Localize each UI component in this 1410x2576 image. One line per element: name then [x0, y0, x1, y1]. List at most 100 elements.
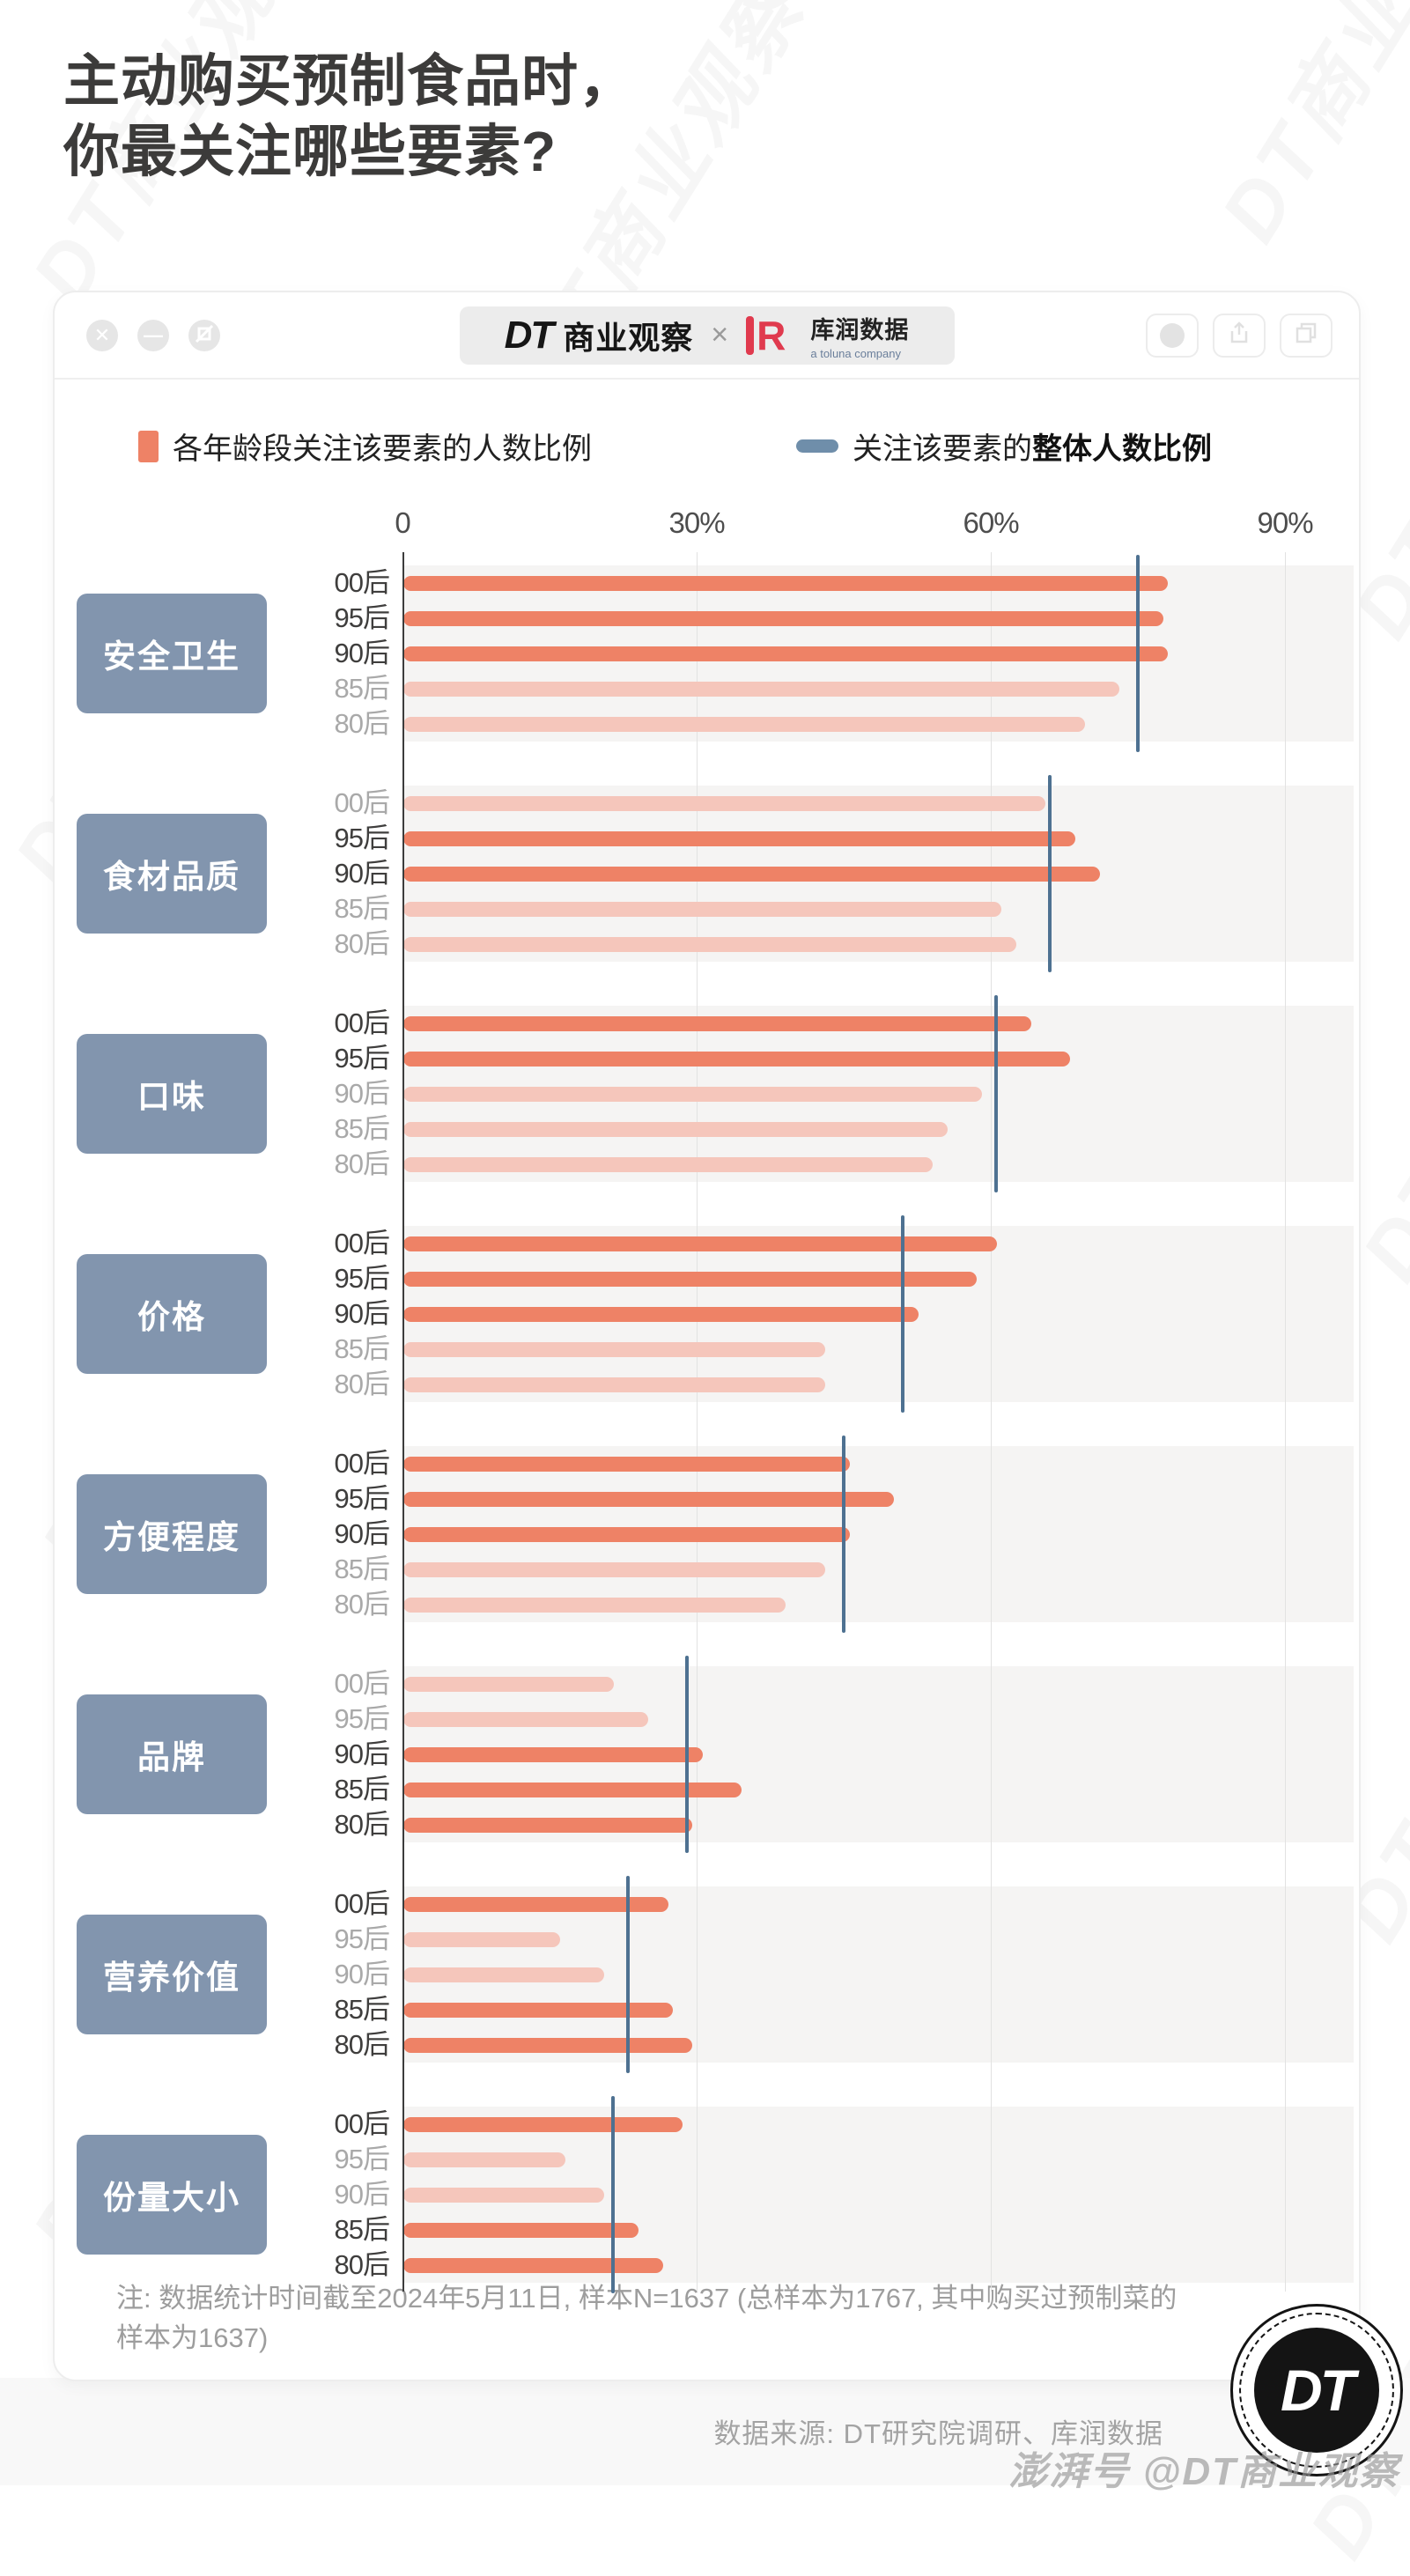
badge-dashed-ring [1239, 2313, 1394, 2468]
data-source-text: 数据来源: DT研究院调研、库润数据 [713, 2418, 1163, 2449]
value-bar [403, 611, 1163, 626]
value-bar [403, 1527, 850, 1542]
value-bar [403, 2258, 664, 2273]
value-bar [403, 646, 1169, 661]
overall-average-line [1047, 775, 1052, 972]
kurun-logo-icon: R [746, 315, 786, 356]
share-icon [1227, 321, 1251, 350]
page-title-line2: 你最关注哪些要素? [63, 120, 557, 183]
age-group-label: 90后 [334, 2179, 390, 2210]
value-bar [403, 902, 1002, 917]
category-label-box: 安全卫生 [77, 594, 267, 713]
value-bar [403, 1307, 919, 1322]
value-bar [403, 1492, 894, 1507]
age-group-label: 95后 [334, 823, 390, 853]
legend-item-overall-line: 关注该要素的整体人数比例 [796, 424, 1212, 468]
page-title-line1: 主动购买预制食品时， [63, 49, 636, 113]
value-bar [403, 1747, 703, 1762]
window-header: ✕ — DT 商业观察 × R [55, 292, 1359, 380]
age-group-label: 85后 [334, 1774, 390, 1805]
age-group-label: 85后 [334, 893, 390, 924]
value-bar [403, 1712, 649, 1727]
overall-average-line [611, 2096, 616, 2293]
value-bar [403, 1818, 693, 1833]
age-group-label: 95后 [334, 2144, 390, 2174]
value-bar [403, 2038, 693, 2053]
age-group-label: 00后 [334, 1008, 390, 1038]
chart-card: ✕ — DT 商业观察 × R [53, 291, 1361, 2381]
overall-average-line [684, 1656, 689, 1853]
value-bar [403, 1236, 997, 1251]
age-group-label: 95后 [334, 602, 390, 633]
legend-line-label: 关注该要素的整体人数比例 [853, 432, 1212, 466]
category-label-box: 价格 [77, 1254, 267, 1374]
legend-bar-swatch-icon [138, 430, 159, 462]
x-axis-ticks: 0 30% 60% 90% [55, 506, 1359, 543]
category-label-box: 食材品质 [77, 814, 267, 934]
window-action-buttons [1146, 313, 1332, 358]
screenshot-button[interactable] [188, 319, 220, 351]
slash-square-icon [195, 324, 214, 347]
overall-average-line [993, 995, 998, 1192]
value-bar [403, 1272, 978, 1287]
x-tick-label: 0 [395, 506, 410, 539]
legend-line-swatch-icon [796, 439, 838, 453]
copy-button[interactable] [1280, 313, 1332, 358]
value-bar [403, 1562, 825, 1577]
page-footer: 数据来源: DT研究院调研、库润数据 [0, 2378, 1410, 2485]
record-button[interactable] [1146, 313, 1199, 358]
share-button[interactable] [1213, 313, 1266, 358]
legend-bar-label: 各年龄段关注该要素的人数比例 [173, 432, 592, 466]
gridline [991, 552, 993, 2292]
overall-average-line [842, 1436, 846, 1633]
watermark-text: DT商业观察 [1204, 0, 1410, 257]
age-group-label: 00后 [334, 1668, 390, 1699]
value-bar [403, 2223, 639, 2238]
value-bar [403, 1783, 742, 1797]
kurun-logo-text: 库润数据 a toluna company [810, 311, 909, 360]
age-group-label: 00后 [334, 567, 390, 598]
partner-name: 库润数据 [810, 316, 910, 343]
age-group-label: 85后 [334, 673, 390, 704]
minimize-button[interactable]: — [137, 319, 169, 351]
dt-logo: DT [504, 313, 555, 357]
age-group-label: 00后 [334, 1228, 390, 1258]
value-bar [403, 1016, 1031, 1031]
window-controls: ✕ — [86, 319, 220, 351]
value-bar [403, 1122, 948, 1137]
value-bar [403, 1457, 850, 1472]
value-bar [403, 2188, 605, 2203]
age-group-label: 95后 [334, 1923, 390, 1954]
category-label-box: 营养价值 [77, 1915, 267, 2034]
age-group-label: 90后 [334, 1518, 390, 1549]
age-group-label: 00后 [334, 1448, 390, 1479]
footnote-line1: 注: 数据统计时间截至2024年5月11日, 样本N=1637 (总样本为176… [116, 2283, 1177, 2314]
value-bar [403, 1677, 615, 1692]
age-group-label: 00后 [334, 1888, 390, 1919]
value-bar [403, 1897, 668, 1912]
close-button[interactable]: ✕ [86, 319, 118, 351]
age-group-label: 85后 [334, 2214, 390, 2245]
age-group-label: 85后 [334, 1554, 390, 1584]
age-group-label: 80后 [334, 1369, 390, 1399]
value-bar [403, 1932, 561, 1947]
age-group-label: 80后 [334, 928, 390, 959]
age-group-label: 80后 [334, 708, 390, 739]
age-group-label: 80后 [334, 1589, 390, 1620]
chart-plot: 安全卫生 00后 95后 90后 85后 80后 食材品质 00后 95后 90后 85后 80后 口味… [55, 552, 1357, 2300]
age-group-label: 95后 [334, 1263, 390, 1294]
value-bar [403, 831, 1075, 846]
value-bar [403, 1377, 825, 1392]
age-group-label: 90后 [334, 638, 390, 668]
gridline [697, 552, 698, 2292]
value-bar [403, 576, 1169, 591]
collab-x-symbol: × [711, 318, 729, 351]
age-group-label: 80后 [334, 1809, 390, 1840]
badge-dt-monogram: DT [1254, 2328, 1379, 2453]
age-group-label: 85后 [334, 1994, 390, 2025]
category-label-box: 口味 [77, 1034, 267, 1154]
footnote-line2: 样本为1637) [116, 2321, 269, 2353]
age-group-label: 90后 [334, 1738, 390, 1769]
legend: 各年龄段关注该要素的人数比例 关注该要素的整体人数比例 [55, 424, 1359, 470]
value-bar [403, 937, 1016, 952]
